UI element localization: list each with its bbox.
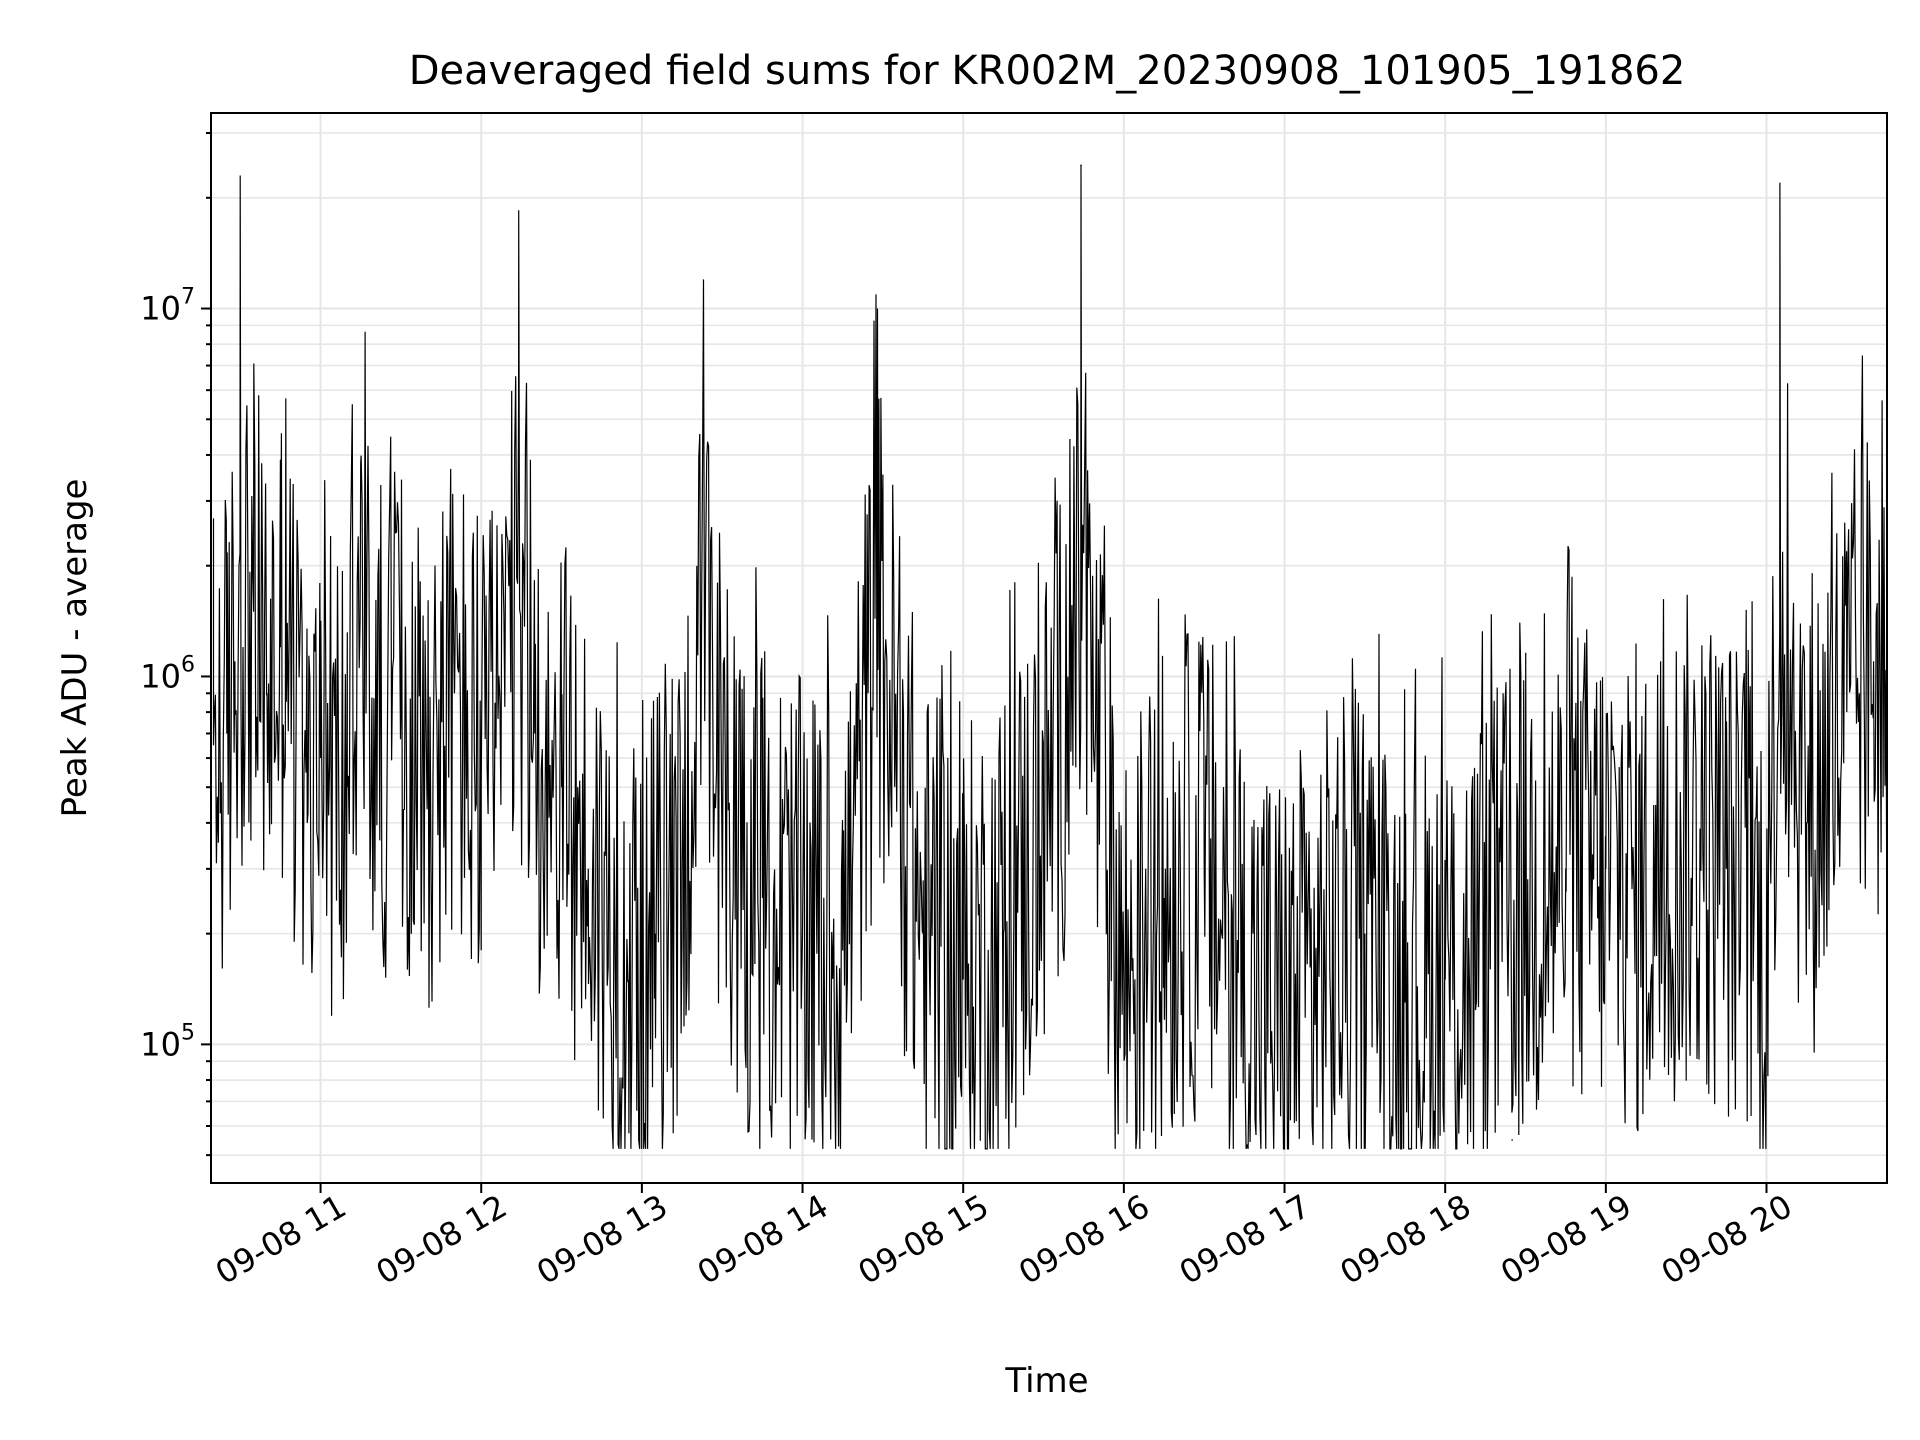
y-tick-label: 107	[140, 285, 195, 328]
data-point-min	[1511, 1139, 1513, 1141]
y-tick-label-exponent: 6	[181, 652, 195, 677]
plot-frame	[210, 112, 1888, 1184]
y-tick-label-base: 10	[140, 290, 181, 328]
y-tick-label: 106	[140, 652, 195, 695]
data-point-max	[1080, 164, 1082, 167]
y-tick-label: 105	[140, 1020, 195, 1063]
y-tick-label-exponent: 5	[181, 1020, 195, 1045]
series-line-path	[212, 165, 1888, 1150]
y-tick-label-base: 10	[140, 657, 181, 695]
y-axis-label: Peak ADU - average	[55, 479, 95, 818]
series-line	[212, 164, 1888, 1150]
y-tick-label-base: 10	[140, 1025, 181, 1063]
chart-title: Deaveraged field sums for KR002M_2023090…	[409, 48, 1686, 94]
y-tick-label-exponent: 7	[181, 285, 195, 310]
x-axis-label: Time	[1004, 1361, 1088, 1401]
